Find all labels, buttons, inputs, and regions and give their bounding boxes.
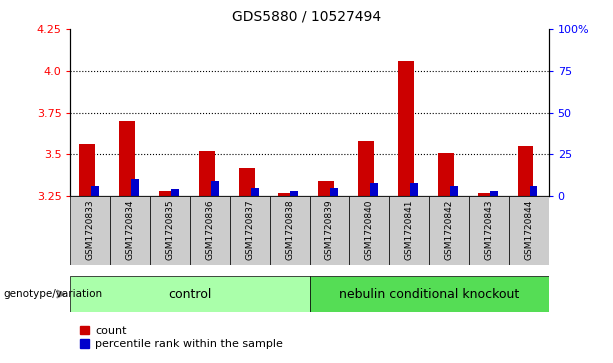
Text: GSM1720837: GSM1720837 [245,200,254,260]
Bar [119,121,135,196]
FancyBboxPatch shape [270,196,310,265]
Bar [278,193,294,196]
Text: GSM1720838: GSM1720838 [285,200,294,260]
Text: GSM1720836: GSM1720836 [205,200,215,260]
FancyBboxPatch shape [310,196,349,265]
FancyBboxPatch shape [349,196,389,265]
FancyBboxPatch shape [509,196,549,265]
FancyBboxPatch shape [469,196,509,265]
Text: GDS5880 / 10527494: GDS5880 / 10527494 [232,9,381,23]
Text: GSM1720835: GSM1720835 [166,200,175,260]
Bar [199,151,215,196]
FancyBboxPatch shape [70,196,110,265]
Text: control: control [169,287,211,301]
Text: nebulin conditional knockout: nebulin conditional knockout [339,287,519,301]
FancyBboxPatch shape [190,196,230,265]
Text: GSM1720844: GSM1720844 [524,200,533,260]
Bar [438,152,454,196]
Bar [318,181,334,196]
FancyBboxPatch shape [110,196,150,265]
Bar [251,188,259,196]
Bar [291,191,299,196]
Bar [79,144,95,196]
Text: GSM1720842: GSM1720842 [444,200,454,260]
Bar [91,186,99,196]
Text: GSM1720833: GSM1720833 [86,200,95,260]
Bar [131,179,139,196]
Legend: count, percentile rank within the sample: count, percentile rank within the sample [76,321,287,354]
Text: GSM1720841: GSM1720841 [405,200,414,260]
Bar [238,168,254,196]
Text: GSM1720834: GSM1720834 [126,200,135,260]
Text: GSM1720840: GSM1720840 [365,200,374,260]
Bar [410,183,418,196]
Text: genotype/variation: genotype/variation [3,289,102,299]
Bar [211,181,219,196]
Text: GSM1720843: GSM1720843 [484,200,493,260]
Text: GSM1720839: GSM1720839 [325,200,334,260]
FancyBboxPatch shape [230,196,270,265]
FancyBboxPatch shape [429,196,469,265]
FancyBboxPatch shape [389,196,429,265]
Bar [330,188,338,196]
FancyBboxPatch shape [310,276,549,312]
Bar [398,61,414,196]
FancyBboxPatch shape [150,196,190,265]
Bar [370,183,378,196]
Bar [478,193,493,196]
Bar [358,141,374,196]
Bar [517,146,533,196]
Bar [450,186,458,196]
Bar [530,186,538,196]
Bar [159,191,175,196]
FancyBboxPatch shape [70,276,310,312]
Bar [171,189,179,196]
Bar [490,191,498,196]
